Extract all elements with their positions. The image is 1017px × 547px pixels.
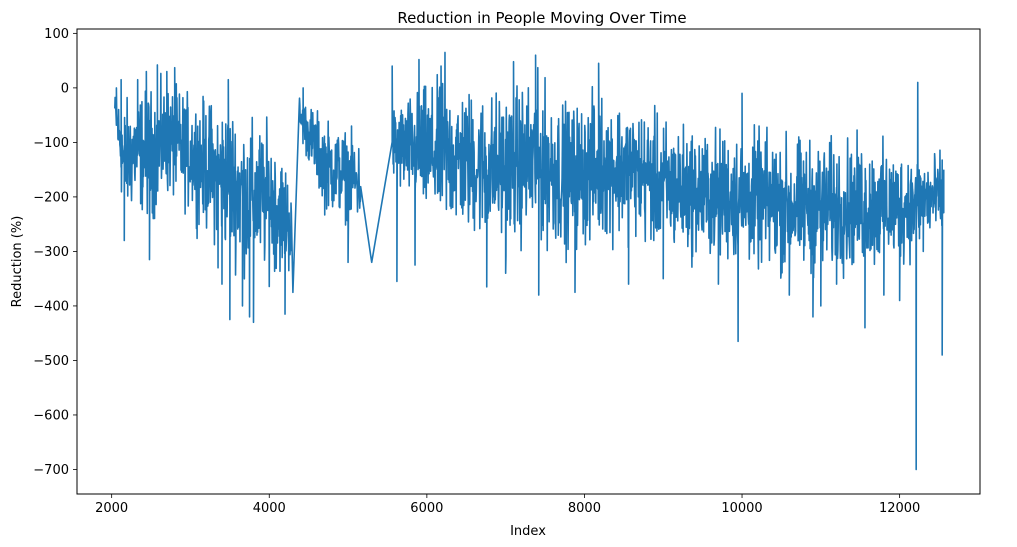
y-tick-label: −400 [33, 299, 69, 314]
series-layer [114, 51, 945, 471]
series-line [114, 51, 945, 471]
y-tick-label: −600 [33, 408, 69, 423]
x-axis-title: Index [510, 524, 546, 539]
x-tick-label: 6000 [410, 501, 443, 516]
x-axis-ticks: 2000 4000 6000 8000 10000 12000 [95, 494, 920, 516]
y-axis-ticks: 100 0 −100 −200 −300 −400 −500 −600 −700 [33, 27, 77, 478]
x-tick-label: 12000 [879, 501, 920, 516]
chart-title: Reduction in People Moving Over Time [397, 9, 686, 27]
y-tick-label: −300 [33, 245, 69, 260]
y-tick-label: −100 [33, 136, 69, 151]
y-tick-label: 100 [44, 27, 69, 42]
y-tick-label: −200 [33, 190, 69, 205]
plot-frame [76, 28, 981, 495]
y-tick-label: −700 [33, 463, 69, 478]
y-axis-title: Reduction (%) [10, 216, 25, 308]
x-tick-label: 2000 [95, 501, 128, 516]
y-tick-label: −500 [33, 354, 69, 369]
x-tick-label: 8000 [568, 501, 601, 516]
x-tick-label: 4000 [253, 501, 286, 516]
x-tick-label: 10000 [721, 501, 762, 516]
y-tick-label: 0 [61, 81, 69, 96]
